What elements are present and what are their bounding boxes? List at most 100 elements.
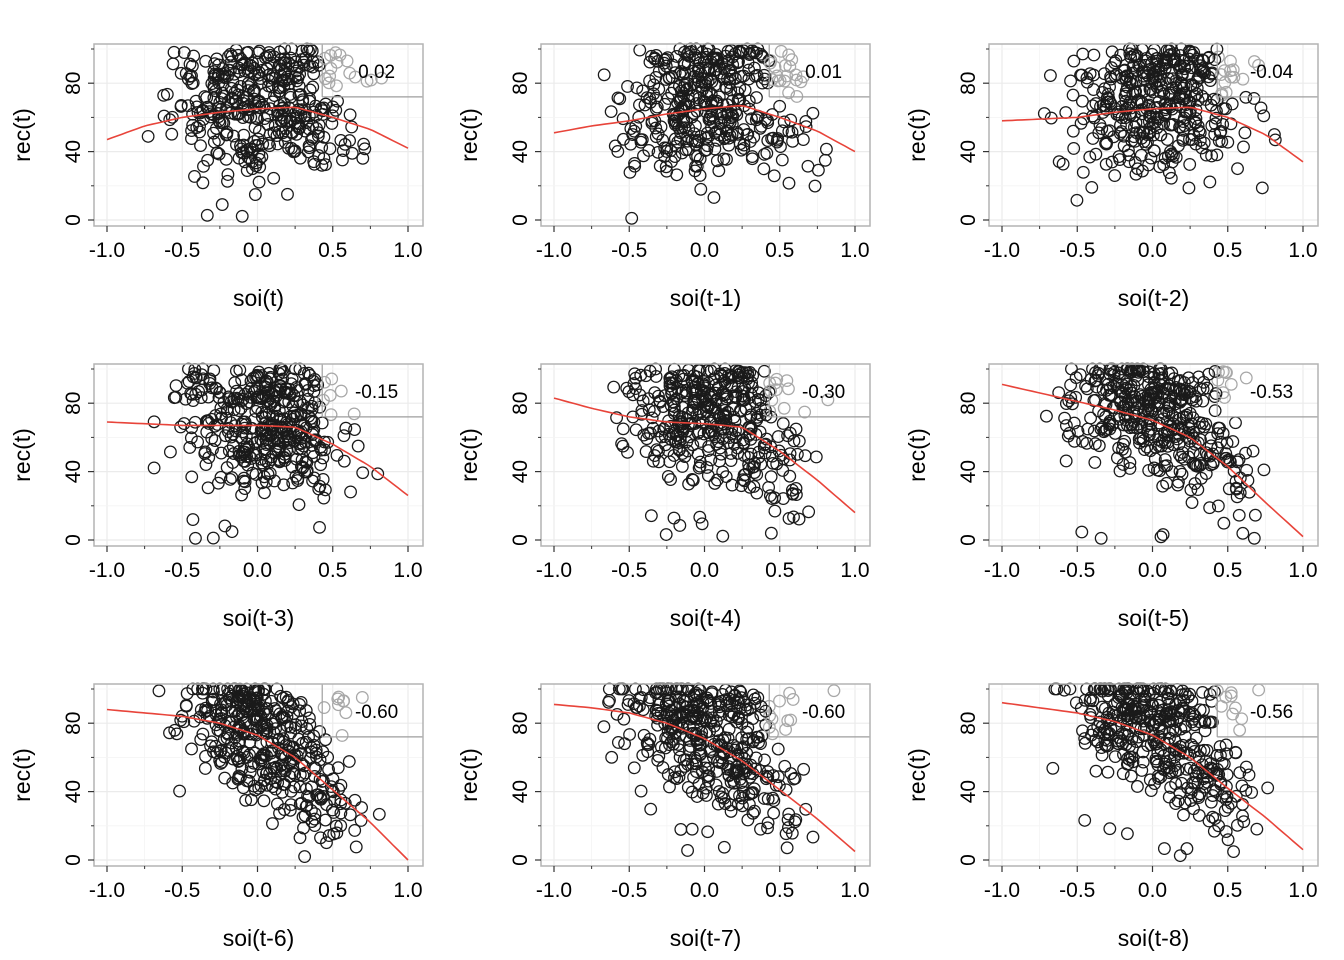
x-tick-label: 0.0 [690, 879, 719, 902]
x-tick-label: -0.5 [1059, 239, 1095, 262]
x-axis-label: soi(t-2) [1118, 285, 1190, 311]
x-tick-label: -1.0 [536, 879, 572, 902]
y-tick-label: 80 [509, 72, 532, 95]
x-tick-label: -1.0 [984, 559, 1020, 582]
x-tick-label: 0.0 [1138, 559, 1167, 582]
y-tick-label: 40 [957, 780, 980, 803]
x-axis-label: soi(t) [233, 285, 284, 311]
y-axis-label: rec(t) [456, 748, 482, 802]
x-axis-label: soi(t-1) [670, 285, 742, 311]
y-tick-label: 0 [957, 214, 980, 226]
x-tick-label: 0.5 [318, 239, 347, 262]
x-axis-label: soi(t-4) [670, 605, 742, 631]
x-axis-label: soi(t-8) [1118, 925, 1190, 951]
scatter-panel: -0.04 -1.0 -0.5 0.0 0.5 1.0 0 40 80 soi(t-2) rec(t… [904, 43, 1318, 311]
y-axis-label: rec(t) [456, 108, 482, 162]
y-tick-label: 40 [62, 780, 85, 803]
x-tick-label: -1.0 [984, 879, 1020, 902]
y-tick-label: 0 [509, 854, 532, 866]
x-axis-label: soi(t-3) [223, 605, 295, 631]
x-axis-label: soi(t-5) [1118, 605, 1190, 631]
y-tick-label: 80 [509, 392, 532, 415]
x-tick-label: -0.5 [164, 879, 200, 902]
scatter-panel: -0.53-1.0 -0.5 0.0 0.5 1.004080soi(t-5)rec(t… [904, 363, 1318, 631]
y-axis-label: rec(t) [456, 428, 482, 482]
y-axis-label: rec(t) [9, 748, 35, 802]
correlation-label: -0.04 [1250, 62, 1294, 83]
x-tick-label: 0.0 [243, 239, 272, 262]
y-tick-label: 0 [62, 854, 85, 866]
y-tick-label: 40 [509, 460, 532, 483]
y-tick-label: 40 [509, 140, 532, 163]
correlation-label: -0.30 [802, 382, 845, 403]
x-tick-label: 0.5 [318, 879, 347, 902]
y-axis-label: rec(t) [9, 428, 35, 482]
scatter-panel: -0.56-1.0 -0.5 0.0 0.5 1.004080soi(t-8)rec(t… [904, 683, 1318, 951]
y-tick-label: 0 [957, 534, 980, 546]
x-tick-label: 0.5 [318, 559, 347, 582]
x-tick-label: 1.0 [393, 559, 422, 582]
y-tick-label: 80 [62, 392, 85, 415]
correlation-label: 0.01 [805, 62, 842, 83]
x-tick-label: 1.0 [1288, 239, 1317, 262]
x-tick-label: 0.0 [1138, 879, 1167, 902]
x-tick-label: 0.5 [765, 239, 794, 262]
x-tick-label: 1.0 [1288, 879, 1317, 902]
x-tick-label: 0.0 [1138, 239, 1167, 262]
correlation-label: -0.53 [1250, 382, 1293, 403]
y-tick-label: 0 [62, 214, 85, 226]
correlation-label: -0.56 [1250, 702, 1293, 723]
y-tick-label: 40 [62, 460, 85, 483]
x-tick-label: -0.5 [164, 239, 200, 262]
x-axis-label: soi(t-7) [670, 925, 742, 951]
x-tick-label: 0.5 [1213, 239, 1242, 262]
x-tick-label: 0.5 [765, 559, 794, 582]
y-tick-label: 80 [62, 72, 85, 95]
correlation-label: -0.60 [802, 702, 845, 723]
y-tick-label: 80 [62, 712, 85, 735]
x-tick-label: 1.0 [840, 559, 869, 582]
scatter-panel: 0.02-1.0 -0.5 0.0 0.5 1.004080soi(t)rec(t) [9, 43, 423, 311]
x-tick-label: 0.0 [243, 559, 272, 582]
y-tick-label: 80 [509, 712, 532, 735]
x-tick-label: 1.0 [840, 879, 869, 902]
scatter-panel: 0.01-1.0 -0.5 0.0 0.5 1.004080soi(t-1)rec(t) [456, 43, 870, 311]
x-tick-label: -0.5 [611, 239, 647, 262]
y-axis-label: rec(t) [904, 108, 930, 162]
y-tick-label: 40 [957, 140, 980, 163]
x-tick-label: -0.5 [611, 879, 647, 902]
scatter-panel: -0.60 -1.0 -0.5 0.0 0.5 1.0 0 40 80 soi(t-7) rec(t… [456, 683, 870, 951]
x-tick-label: 1.0 [393, 879, 422, 902]
x-tick-label: 0.0 [243, 879, 272, 902]
x-tick-label: -0.5 [1059, 559, 1095, 582]
scatter-panel: -0.30-1.0 -0.5 0.0 0.5 1.004080soi(t-4)rec(t… [456, 363, 870, 631]
x-tick-label: -1.0 [536, 239, 572, 262]
x-tick-label: -0.5 [164, 559, 200, 582]
x-tick-label: 0.0 [690, 559, 719, 582]
y-tick-label: 0 [957, 854, 980, 866]
scatter-panel: -0.15-1.0 -0.5 0.0 0.5 1.004080soi(t-3)rec(t… [9, 363, 423, 631]
x-tick-label: -0.5 [611, 559, 647, 582]
x-tick-label: -1.0 [89, 559, 125, 582]
y-tick-label: 0 [509, 534, 532, 546]
x-tick-label: 1.0 [1288, 559, 1317, 582]
y-tick-label: 80 [957, 712, 980, 735]
y-tick-label: 40 [509, 780, 532, 803]
x-tick-label: -1.0 [89, 879, 125, 902]
x-axis-label: soi(t-6) [223, 925, 295, 951]
x-tick-label: -1.0 [89, 239, 125, 262]
y-axis-label: rec(t) [904, 748, 930, 802]
y-axis-label: rec(t) [9, 108, 35, 162]
y-tick-label: 80 [957, 392, 980, 415]
correlation-label: -0.60 [355, 702, 398, 723]
x-tick-label: 1.0 [840, 239, 869, 262]
y-tick-label: 40 [957, 460, 980, 483]
x-tick-label: 0.0 [690, 239, 719, 262]
y-tick-label: 80 [957, 72, 980, 95]
y-tick-label: 0 [62, 534, 85, 546]
x-tick-label: -1.0 [984, 239, 1020, 262]
y-axis-label: rec(t) [904, 428, 930, 482]
x-tick-label: 0.5 [765, 879, 794, 902]
x-tick-label: 1.0 [393, 239, 422, 262]
